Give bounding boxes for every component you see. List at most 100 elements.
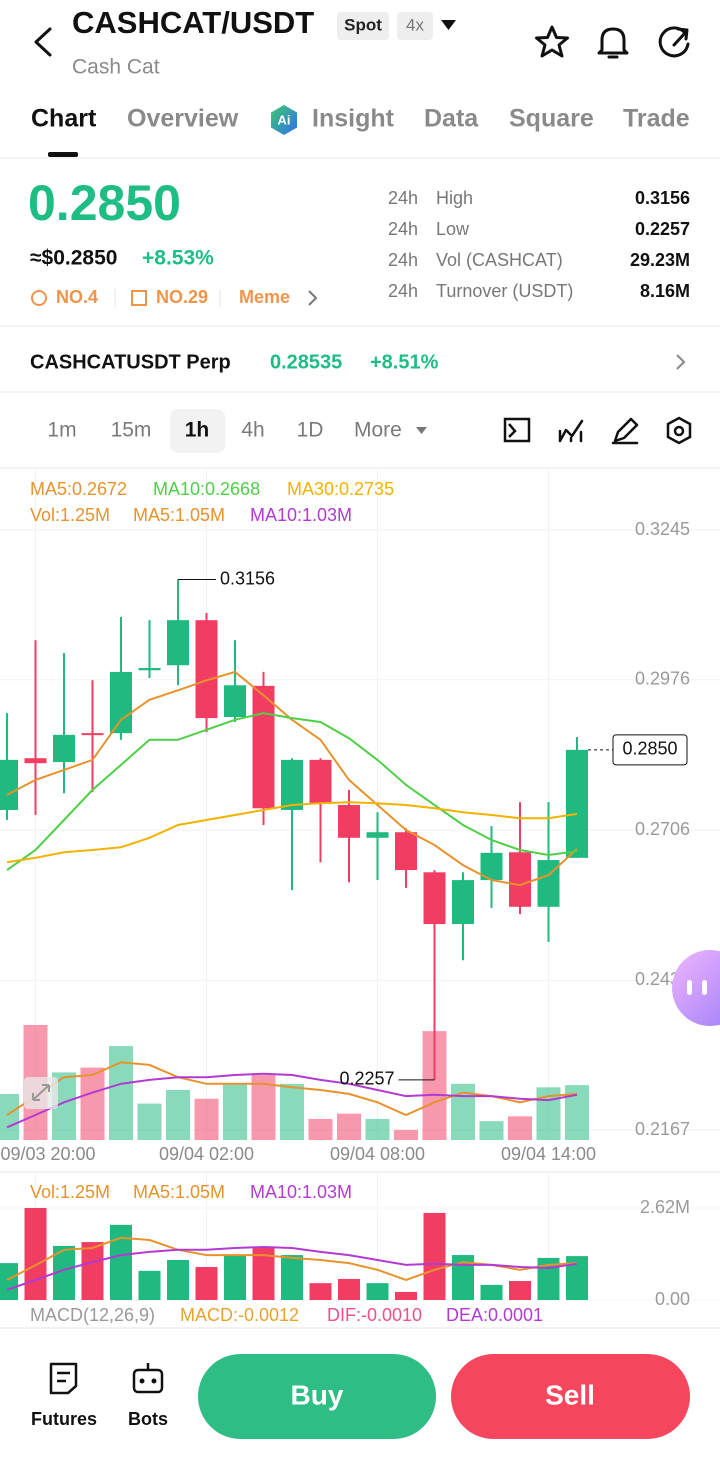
sell-label[interactable]: Sell (545, 1379, 595, 1410)
favorite-icon[interactable] (535, 25, 569, 58)
candle-body (309, 759, 332, 804)
share-icon[interactable] (658, 26, 690, 58)
volume-ma-legend: MA10:1.03M (250, 505, 352, 525)
ma-line (6, 670, 578, 887)
rank[interactable]: NO.4 (56, 287, 98, 307)
timeframe[interactable]: 1D (297, 419, 324, 442)
back-button[interactable] (34, 27, 52, 57)
candle-body (195, 620, 218, 719)
tool-settings[interactable] (666, 416, 692, 445)
ai-icon-text: Ai (278, 112, 291, 127)
futures-icon[interactable] (49, 1362, 78, 1395)
tool-compare[interactable] (558, 419, 584, 443)
volume-ma-legend: MA5:1.05M (133, 505, 225, 525)
volume-ma-line (6, 1061, 578, 1117)
y-tick-label: 0.2167 (635, 1119, 690, 1139)
candle-body (81, 733, 104, 736)
volume-bar (309, 1283, 332, 1300)
tool-settings-part[interactable] (666, 416, 692, 445)
divider (0, 391, 720, 393)
volume-bar-overlay (337, 1113, 361, 1140)
y-tick-label: 0.2976 (635, 668, 690, 688)
tool-draw[interactable] (611, 417, 639, 445)
x-tick-label: 09/04 08:00 (330, 1144, 425, 1164)
stat-value: 0.2257 (635, 219, 690, 239)
timeframe[interactable]: More (354, 419, 402, 442)
tool-settings-part[interactable] (673, 425, 685, 437)
bots-label[interactable]: Bots (128, 1409, 168, 1429)
bots-icon-part[interactable] (139, 1378, 145, 1384)
alert-icon[interactable] (597, 27, 629, 59)
volume-bar-overlay (508, 1116, 532, 1140)
x-tick-label: 09/04 14:00 (501, 1144, 596, 1164)
volume-bar-overlay (80, 1067, 105, 1140)
tag[interactable]: Meme (239, 287, 290, 307)
volume-bar-overlay (365, 1118, 390, 1140)
rank-alt[interactable]: NO.29 (156, 287, 208, 307)
last-price: 0.2850 (28, 175, 181, 231)
volume-bar (252, 1248, 275, 1300)
assistant-bubble[interactable] (672, 950, 720, 1026)
buy-button[interactable] (198, 1354, 436, 1439)
perp-name[interactable]: CASHCATUSDT Perp (30, 351, 231, 373)
macd-dif: DIF:-0.0010 (327, 1305, 422, 1325)
buy-label[interactable]: Buy (291, 1379, 344, 1410)
timeframe[interactable]: 1h (185, 419, 210, 442)
tab[interactable]: Overview (127, 105, 239, 133)
tool-indicator-part[interactable] (508, 423, 517, 438)
volume-ma-legend: MA10:1.03M (250, 1182, 352, 1202)
tab-indicator (48, 152, 78, 157)
bots-icon[interactable] (132, 1363, 164, 1394)
volume-bar (480, 1284, 503, 1300)
volume-bar (366, 1283, 389, 1300)
volume-bar (167, 1259, 189, 1300)
volume-bar (395, 1291, 417, 1300)
candle-body (53, 734, 75, 763)
spot-badge: Spot (344, 15, 382, 34)
volume-tick-label: 0.00 (655, 1289, 690, 1309)
tab[interactable]: Trade (623, 105, 690, 133)
tab[interactable]: Chart (31, 105, 97, 133)
tool-indicator-part[interactable] (503, 417, 531, 443)
price-change: +8.53% (142, 247, 214, 270)
dropdown-caret[interactable] (441, 20, 456, 30)
tab[interactable]: Data (424, 105, 479, 133)
high-marker-label: 0.3156 (220, 568, 275, 588)
futures-icon-part[interactable] (57, 1371, 70, 1383)
timeframe[interactable]: 15m (111, 419, 152, 442)
candle-body (452, 880, 474, 925)
leverage-badge: 4x (406, 15, 424, 34)
volume-bar (53, 1245, 75, 1300)
candle-body (224, 685, 246, 718)
futures-label[interactable]: Futures (31, 1409, 97, 1429)
candle-body (480, 852, 503, 881)
y-tick-label: 0.3245 (635, 519, 690, 539)
stat-label: Vol (CASHCAT) (436, 250, 563, 270)
macd-value: MACD:-0.0012 (180, 1305, 299, 1325)
tool-indicator[interactable] (503, 417, 531, 443)
tab[interactable]: Square (509, 105, 594, 133)
sell-button[interactable] (451, 1354, 690, 1439)
stat-period: 24h (388, 188, 418, 208)
timeframe[interactable]: 4h (241, 419, 264, 442)
ma-line (6, 712, 578, 871)
timeframe[interactable]: 1m (47, 419, 76, 442)
volume-bar-overlay (565, 1085, 589, 1140)
chevron (308, 290, 318, 306)
y-tick-label: 0.2706 (635, 819, 690, 839)
macd-dea: DEA:0.0001 (446, 1305, 543, 1325)
futures-icon-part[interactable] (49, 1362, 78, 1395)
bots-icon-part[interactable] (151, 1378, 157, 1384)
volume-bar (566, 1256, 588, 1300)
ma-line (6, 801, 578, 864)
volume-bar-overlay (137, 1103, 162, 1140)
candle-body (338, 804, 360, 838)
last-price-box (612, 734, 688, 766)
usd-price: ≈$0.2850 (30, 247, 117, 270)
candle-body (566, 749, 588, 858)
tab[interactable]: Insight (312, 105, 395, 133)
candle-body (395, 832, 417, 871)
volume-bar (281, 1255, 303, 1300)
expand-icon (32, 1084, 50, 1101)
